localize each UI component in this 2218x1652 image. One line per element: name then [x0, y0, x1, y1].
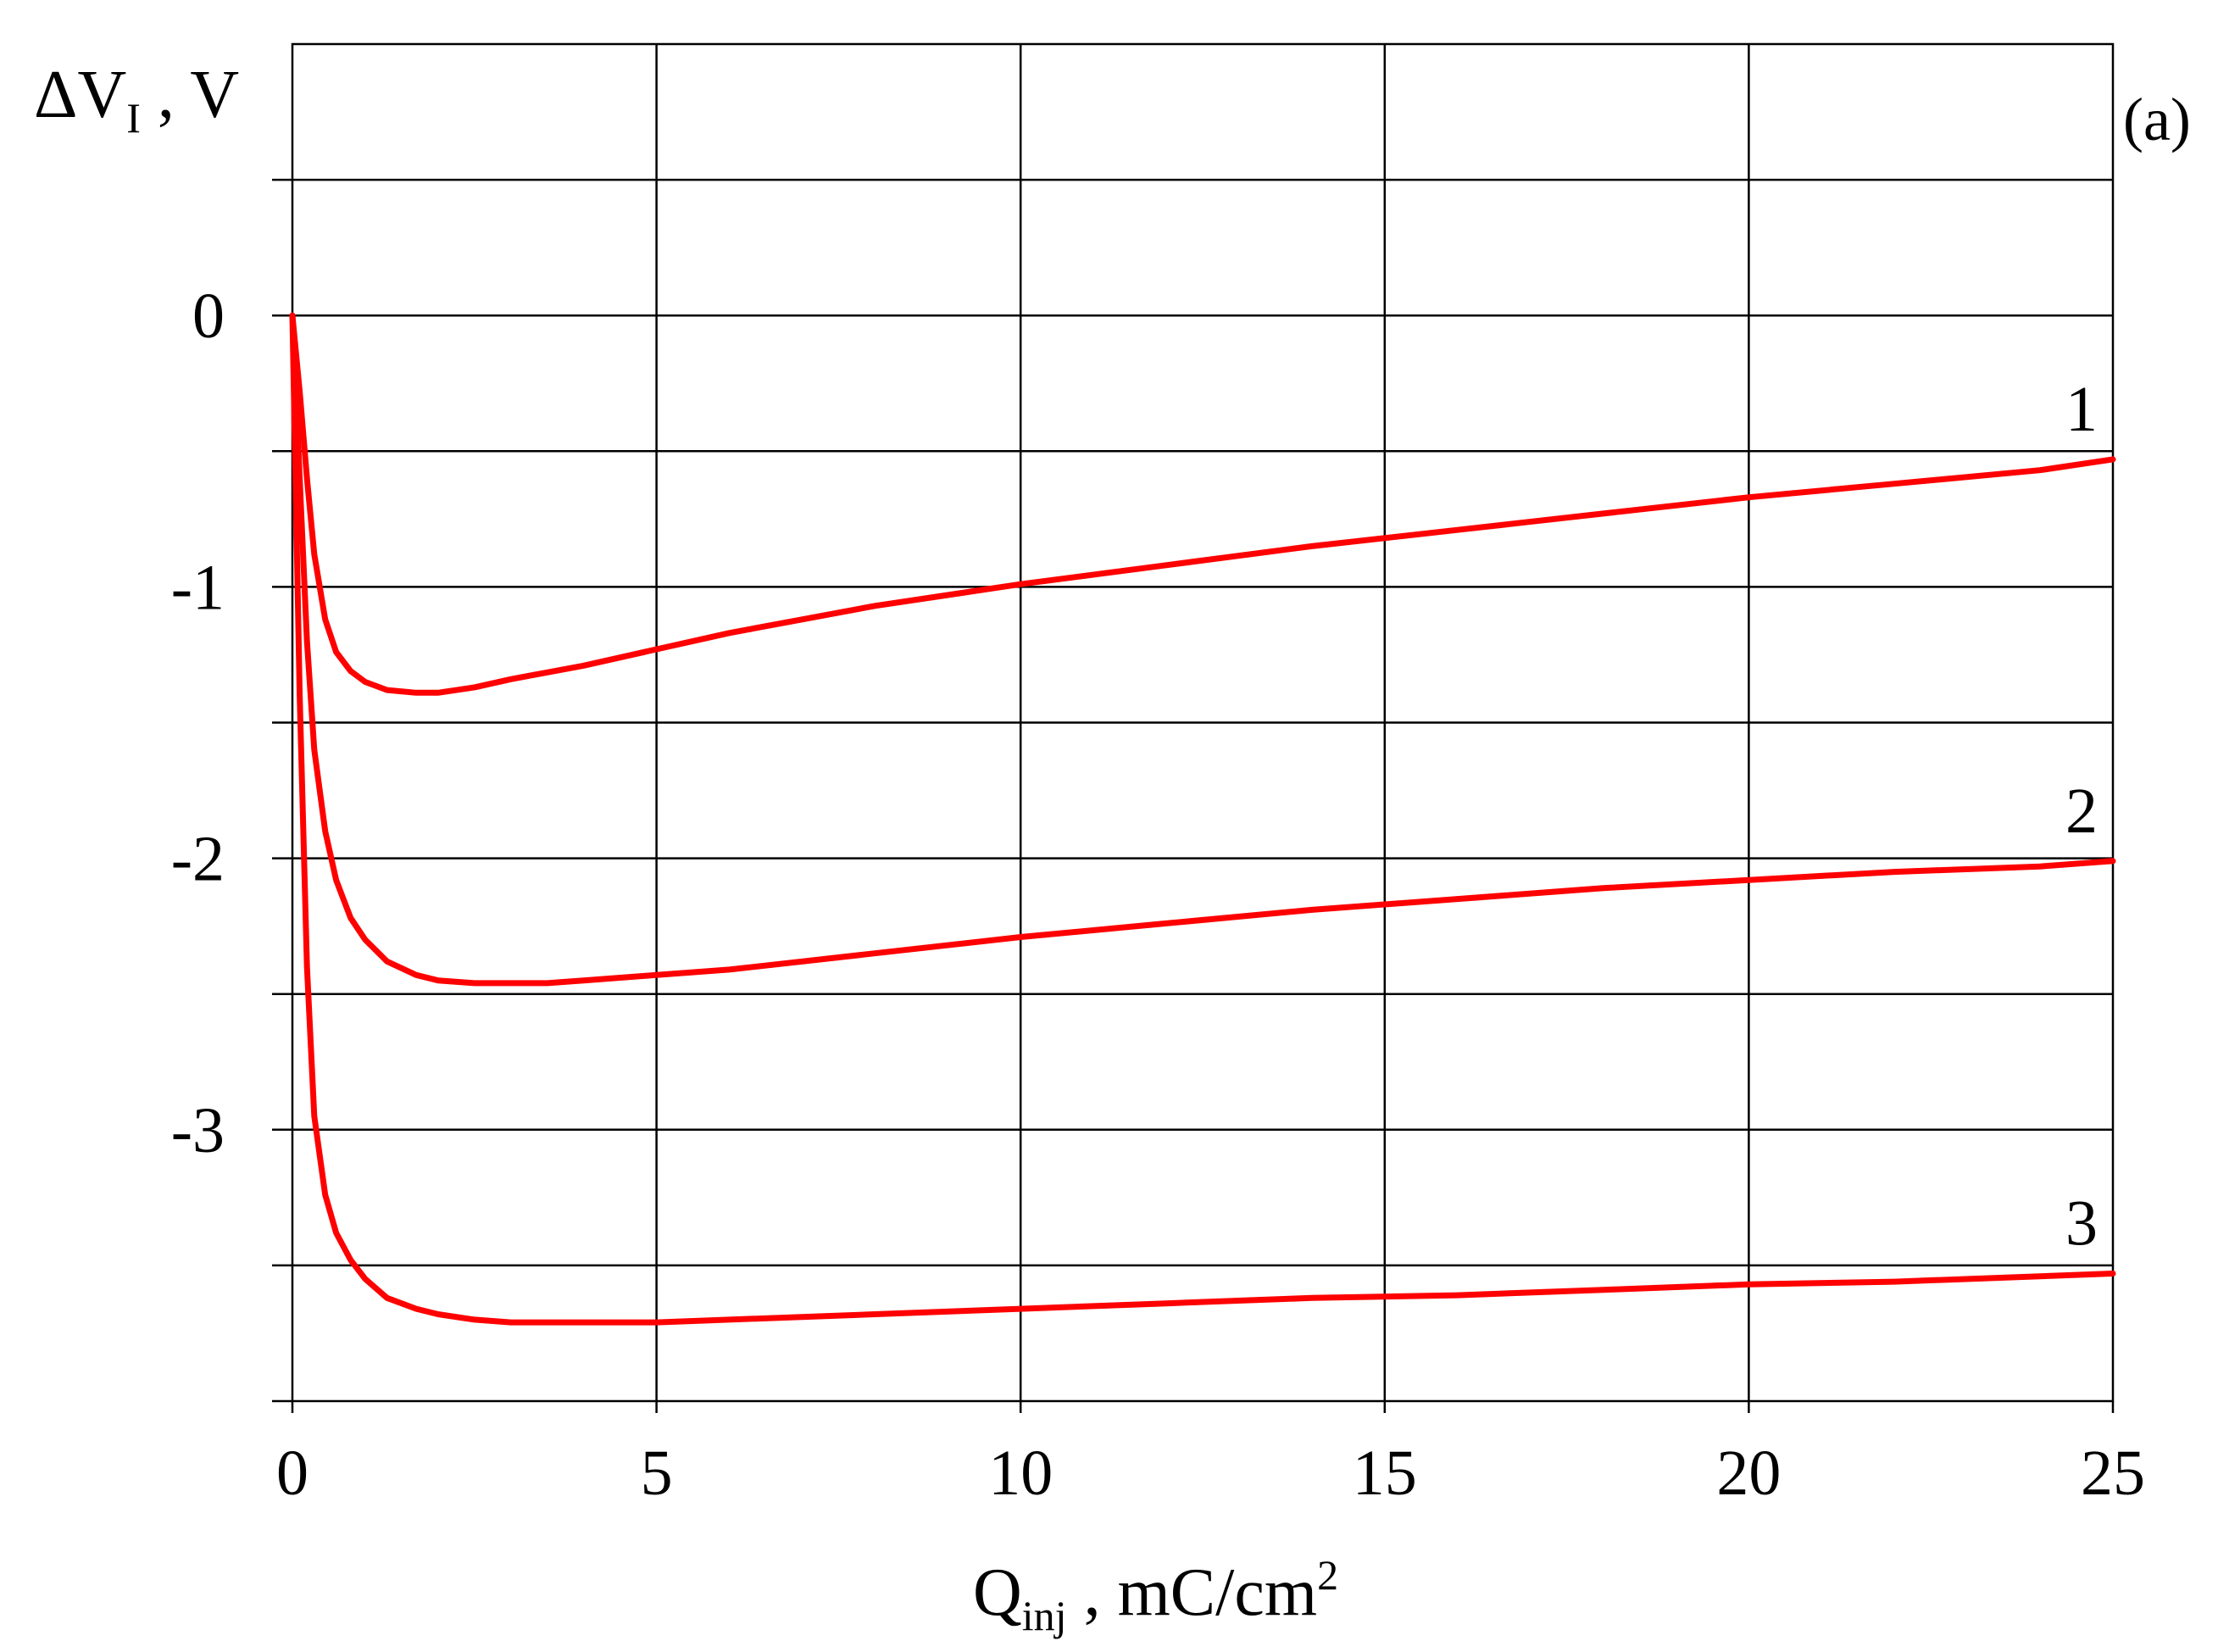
x-tick-label: 5 [641, 1438, 673, 1509]
axis-ticks: 0 -1 -2 -3 0 5 10 15 20 25 [171, 178, 2145, 1509]
y-axis-title: ΔVI , V [34, 58, 239, 142]
y-tick-label: 0 [192, 281, 225, 352]
labels-group: 1 2 3 [2065, 374, 2098, 1260]
series-line-1 [289, 312, 2116, 696]
x-axis-title: Qinj , mC/cm2 [973, 1551, 1338, 1639]
x-axis-title-sup: 2 [1317, 1551, 1338, 1599]
series-line-3 [289, 312, 2116, 1326]
y-tick-label: -1 [171, 552, 225, 623]
curve-label-2: 2 [2065, 776, 2098, 847]
x-tick-label: 20 [1716, 1438, 1781, 1509]
x-axis-title-sub: inj [1022, 1592, 1067, 1639]
x-tick-label: 10 [988, 1438, 1053, 1509]
series-line-2 [289, 312, 2116, 987]
x-axis-title-main: Q [973, 1555, 1022, 1630]
y-axis-title-rest: , V [141, 58, 239, 132]
curve-label-1: 1 [2065, 374, 2098, 445]
grid-lines [292, 44, 2113, 1401]
panel-label: (a) [2123, 86, 2191, 153]
x-tick-label: 15 [1353, 1438, 1417, 1509]
y-tick-label: -3 [171, 1095, 225, 1166]
y-axis-title-main: ΔV [34, 58, 126, 132]
y-tick-label: -2 [171, 824, 225, 895]
y-axis-title-sub: I [126, 94, 141, 142]
x-tick-label: 0 [276, 1438, 309, 1509]
x-tick-label: 25 [2081, 1438, 2145, 1509]
curve-label-3: 3 [2065, 1188, 2098, 1260]
x-axis-title-rest: , mC/cm [1067, 1555, 1318, 1630]
series-group [289, 312, 2116, 1326]
